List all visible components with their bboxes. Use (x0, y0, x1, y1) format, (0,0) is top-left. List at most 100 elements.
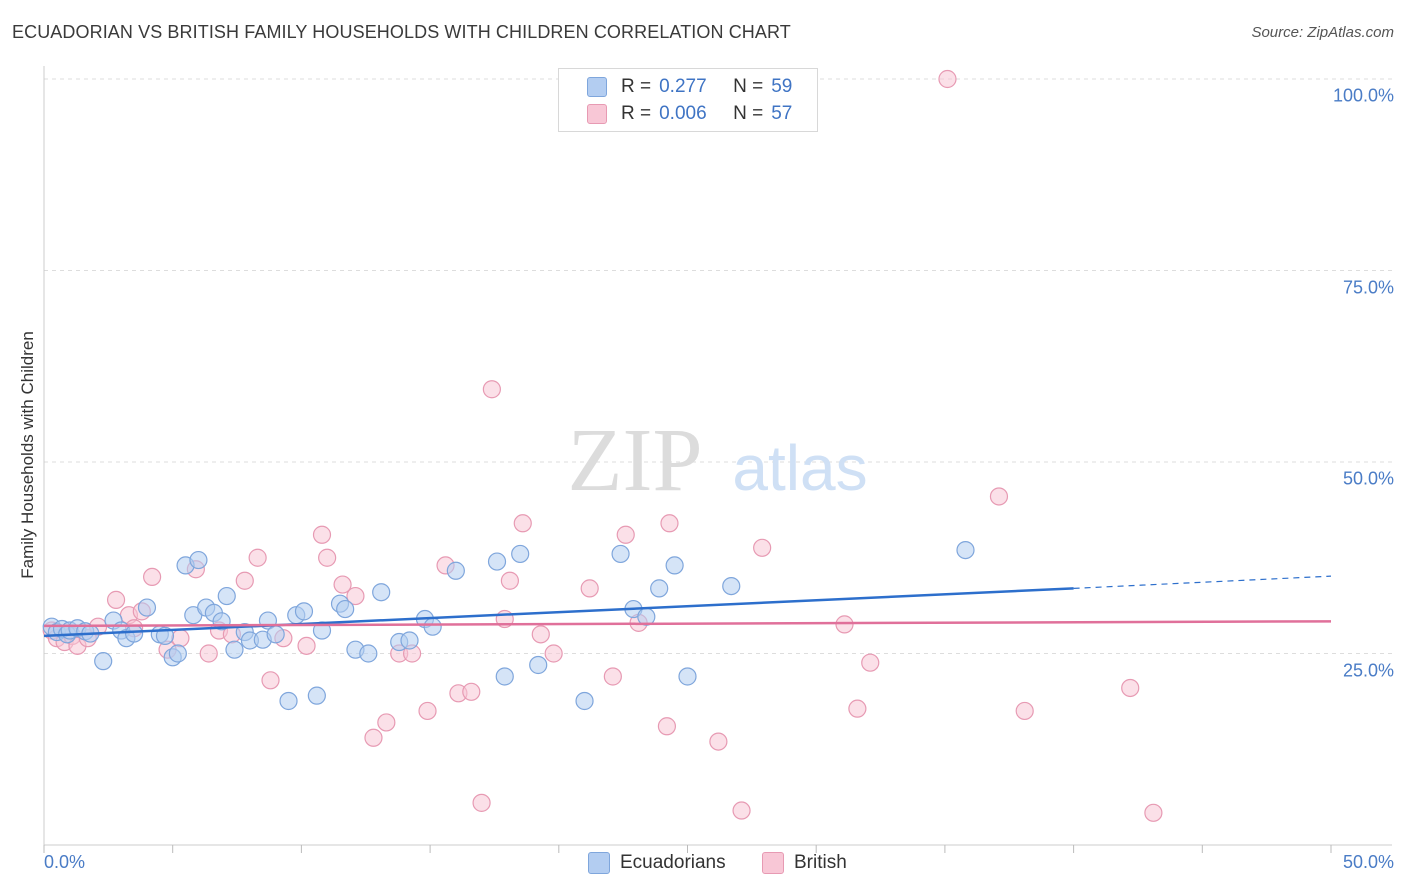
r-label: R = (621, 103, 652, 124)
british-point-11 (143, 567, 162, 587)
british-point-35 (472, 793, 491, 812)
ecuadorians-legend-label: Ecuadorians (620, 852, 726, 873)
r-label: R = (621, 76, 652, 97)
axis-layer (43, 66, 1392, 853)
british-legend-swatch (762, 852, 784, 874)
british-point-19 (248, 548, 267, 567)
british-point-26 (346, 586, 365, 606)
ecuadorian-point-58 (956, 540, 975, 560)
legend-british[interactable]: British (762, 852, 847, 874)
ecuadorian-point-45 (446, 561, 465, 580)
ecuadorian-point-57 (722, 576, 741, 596)
ecuadorian-point-33 (294, 602, 314, 621)
ecuadorian-point-56 (678, 667, 697, 686)
british-point-48 (709, 732, 728, 751)
n-value: 57 (771, 103, 793, 124)
ecuadorian-point-54 (650, 579, 669, 598)
british-point-42 (580, 579, 599, 598)
british-point-36 (482, 380, 501, 399)
british-point-40 (531, 625, 550, 644)
ecuadorian-point-24 (217, 586, 236, 606)
y-tick-label-2: 75.0% (1342, 277, 1394, 297)
ecuadorian-point-17 (168, 644, 187, 663)
british-point-13 (171, 629, 190, 648)
british-point-38 (500, 571, 519, 590)
ecuadorian-point-37 (336, 599, 355, 619)
british-point-56 (1015, 701, 1034, 721)
grid-layer (44, 78, 1392, 654)
n-value: 59 (771, 76, 793, 97)
ecuadorian-point-49 (529, 655, 548, 675)
legend-ecuadorians[interactable]: Ecuadorians (588, 852, 726, 874)
ecuadorian-point-30 (266, 625, 285, 644)
british-point-27 (364, 728, 383, 747)
ecuadorian-point-48 (511, 544, 530, 564)
ecuadorian-point-40 (372, 583, 391, 602)
n-label: N = (733, 76, 764, 97)
watermark: ZIP atlas (568, 411, 868, 510)
chart-source: Source: ZipAtlas.com (1251, 24, 1394, 41)
british-point-54 (938, 69, 957, 89)
british-point-57 (1121, 678, 1140, 698)
british-point-43 (603, 667, 622, 686)
y-tick-label-1: 50.0% (1342, 468, 1394, 489)
british-trend-line (43, 620, 1332, 628)
ecuadorian-point-55 (665, 556, 684, 575)
ecuadorians-swatch (587, 77, 607, 97)
british-point-44 (616, 525, 635, 544)
ecuadorian-point-39 (359, 644, 378, 663)
british-point-7 (106, 590, 126, 609)
british-point-50 (753, 538, 772, 557)
british-point-22 (297, 636, 316, 655)
ecuadorian-point-51 (611, 544, 630, 564)
ecuadorian-point-34 (307, 686, 326, 705)
watermark-zip: ZIP (568, 411, 703, 510)
british-legend-label: British (794, 852, 847, 873)
british-point-58 (1144, 803, 1163, 822)
y-tick-label-3: 100.0% (1332, 85, 1394, 106)
ecuadorian-point-47 (495, 667, 514, 686)
british-point-20 (261, 671, 280, 690)
x-tick-label-max: 50.0% (1342, 852, 1394, 872)
british-point-46 (657, 717, 677, 736)
ecuadorian-trend-line (43, 587, 1074, 638)
stats-row-ecuadorians: R = 0.277 N = 59 (559, 74, 792, 100)
y-tick-label-0: 25.0% (1342, 660, 1394, 680)
british-point-23 (312, 525, 332, 544)
british-point-47 (660, 514, 679, 533)
n-label: N = (733, 103, 764, 124)
ecuadorian-point-8 (94, 652, 113, 671)
ecuadorian-point-42 (400, 631, 419, 650)
ecuadorian-point-44 (423, 617, 442, 636)
british-point-41 (544, 644, 563, 663)
ecuadorian-trend-extension (1073, 575, 1332, 589)
stats-row-british: R = 0.006 N = 57 (559, 101, 792, 127)
ecuadorian-point-20 (189, 550, 208, 570)
r-value: 0.277 (659, 76, 707, 97)
british-point-31 (418, 701, 437, 721)
british-point-28 (377, 713, 396, 732)
british-point-39 (513, 514, 532, 533)
british-point-52 (848, 699, 867, 718)
trend-layer (43, 575, 1332, 638)
british-point-53 (861, 653, 880, 672)
stats-legend: R = 0.277 N = 59 R = 0.006 N = 57 (558, 68, 818, 132)
british-point-55 (989, 487, 1009, 506)
british-point-49 (732, 801, 751, 820)
british-point-51 (835, 615, 854, 634)
x-tick-label-min: 0.0% (44, 852, 86, 872)
british-point-15 (199, 644, 218, 663)
british-point-18 (235, 571, 254, 590)
ecuadorian-point-46 (487, 552, 507, 571)
watermark-atlas: atlas (732, 432, 867, 504)
r-value: 0.006 (659, 103, 707, 124)
ecuadorian-point-31 (279, 691, 298, 711)
british-point-34 (462, 682, 481, 701)
british-swatch (587, 104, 607, 124)
chart-title: ECUADORIAN VS BRITISH FAMILY HOUSEHOLDS … (12, 22, 791, 42)
ecuadorian-point-25 (225, 640, 244, 659)
ecuadorian-point-50 (575, 691, 594, 711)
british-point-24 (318, 548, 337, 567)
ecuadorian-point-13 (137, 598, 157, 617)
